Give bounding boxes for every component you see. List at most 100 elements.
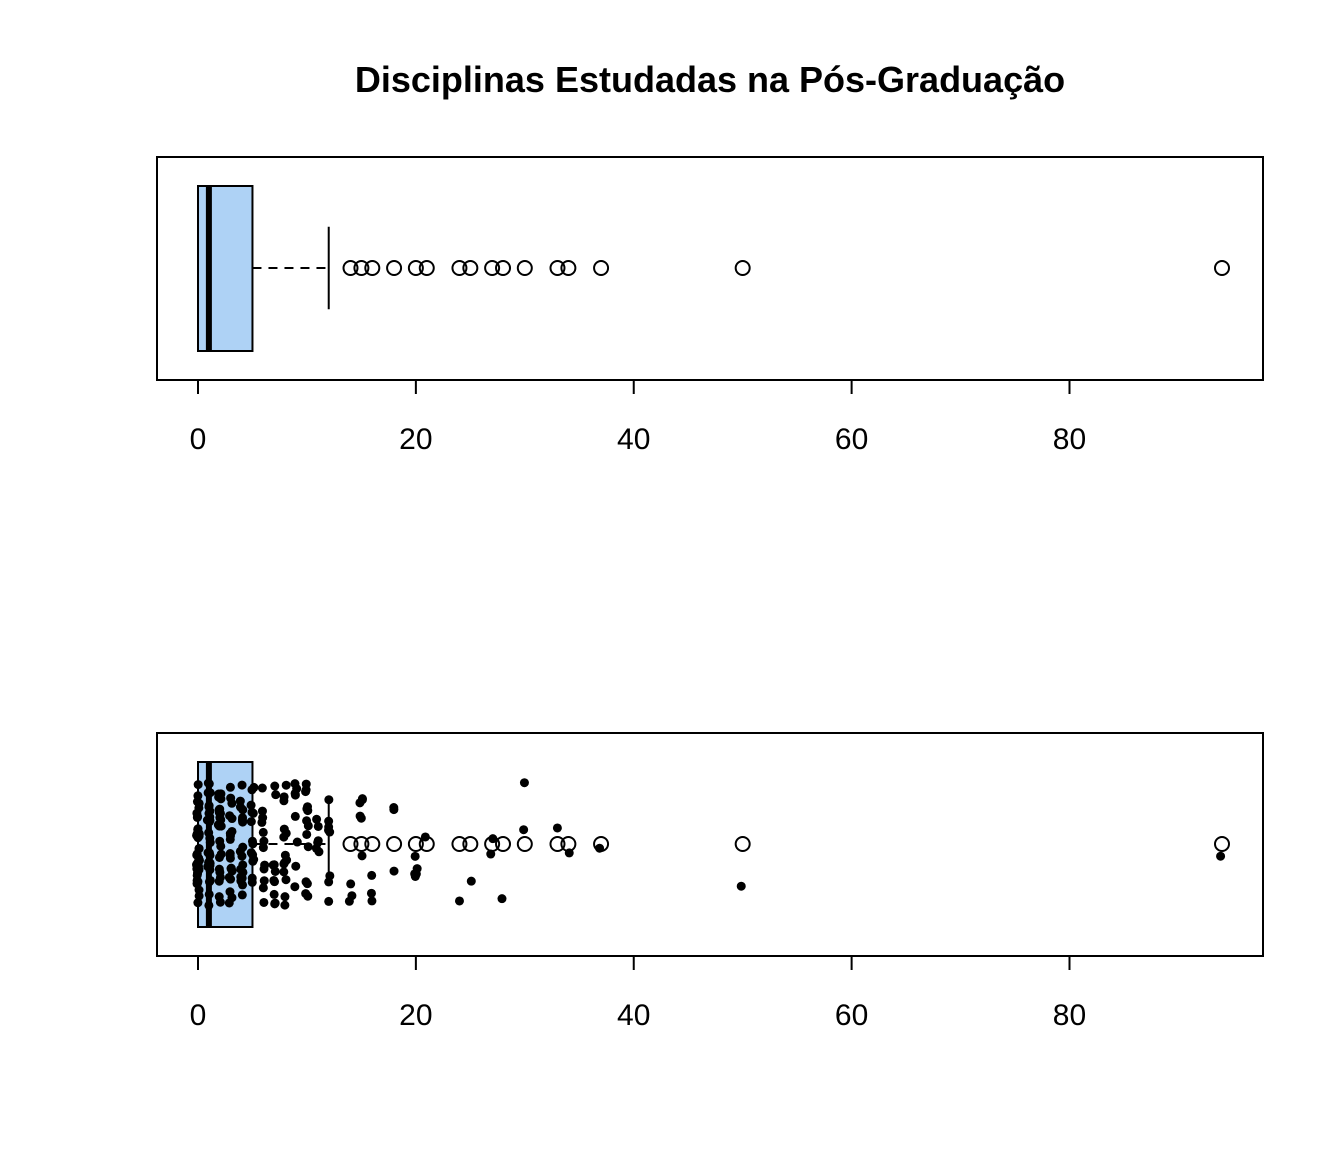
jitter-point [193,833,203,843]
jitter-point [257,806,267,816]
jitter-point [226,874,236,884]
jitter-point [270,899,280,909]
jitter-point [357,851,367,861]
jitter-point [280,900,290,910]
jitter-point [1216,851,1226,861]
outlier-point [560,260,577,276]
outlier-point [734,260,751,276]
jitter-point [193,877,203,887]
jitter-point [257,783,267,793]
outlier-point [342,260,359,276]
boxplot-panel-2: 0 20 40 60 80 [156,732,1264,1032]
jitter-point [214,892,224,902]
jitter-point [303,891,313,901]
jitter-point [314,847,324,857]
jitter-point [236,864,246,874]
jitter-point [215,836,225,846]
outlier-point [484,260,501,276]
jitter-point [225,853,235,863]
jitter-point [235,796,245,806]
jitter-point [302,829,312,839]
outlier-point [364,836,381,852]
x-tick-label: 20 [399,423,432,456]
outlier-point [484,836,501,852]
jitter-point [246,817,256,827]
jitter-point [280,850,290,860]
x-tick-label: 0 [190,423,207,456]
jitter-point [367,870,377,880]
outlier-point [407,836,424,852]
jitter-point [224,898,234,908]
jitter-point [279,859,289,869]
jitter-point [290,882,300,892]
jitter-point [225,887,235,897]
jitter-point [258,827,268,837]
jitter-point [552,823,562,833]
jitter-point [248,839,258,849]
jitter-point [204,889,214,899]
jitter-point [259,876,269,886]
jitter-point [324,825,334,835]
jitter-point [192,859,202,869]
outlier-point [451,836,468,852]
x-tick-label: 0 [190,999,207,1032]
jitter-point [258,883,268,893]
outlier-point [386,260,403,276]
outlier-point [407,260,424,276]
outlier-point [516,260,533,276]
jitter-point [313,821,323,831]
outlier-point [549,260,566,276]
jitter-point [324,816,334,826]
outlier-point [353,836,370,852]
jitter-point [204,861,214,871]
jitter-point [216,789,226,799]
jitter-point [344,896,354,906]
jitter-point [281,828,291,838]
jitter-point [258,843,268,853]
outlier-point [495,260,512,276]
jitter-point [355,798,365,808]
jitter-point [238,842,248,852]
x-tick-label: 60 [835,423,868,456]
outlier-point [462,260,479,276]
jitter-point [497,894,507,904]
x-tick-label: 40 [617,423,650,456]
outlier-point [1214,836,1230,852]
jitter-point [215,813,225,823]
jitter-point [301,785,311,795]
jitter-point [303,821,313,831]
jitter-point [259,897,269,907]
jitter-point [279,796,289,806]
outlier-point [418,260,435,276]
jitter-point [238,805,248,815]
jitter-point [194,844,204,854]
x-tick-label: 20 [399,999,432,1032]
jitter-point [237,890,247,900]
jitter-point [269,860,279,870]
jitter-point [324,896,334,906]
jitter-point [346,879,356,889]
jitter-point [271,790,281,800]
jitter-point [281,875,291,885]
jitter-point [193,898,203,908]
x-tick-label: 80 [1053,423,1086,456]
jitter-point [248,850,258,860]
jitter-point [248,808,258,818]
outlier-point [495,836,512,852]
jitter-point [204,809,214,819]
outlier-point [1214,260,1230,276]
jitter-point [192,812,202,822]
jitter-point [410,869,420,879]
jitter-point [389,803,399,813]
jitter-point [466,876,476,886]
jitter-point [519,778,529,788]
jitter-point [225,829,235,839]
jitter-point [270,781,280,791]
outlier-point [593,836,610,852]
jitter-point [355,811,365,821]
jitter-point [303,806,313,816]
outlier-point [386,836,403,852]
outlier-point [734,836,751,852]
outlier-point [364,260,381,276]
